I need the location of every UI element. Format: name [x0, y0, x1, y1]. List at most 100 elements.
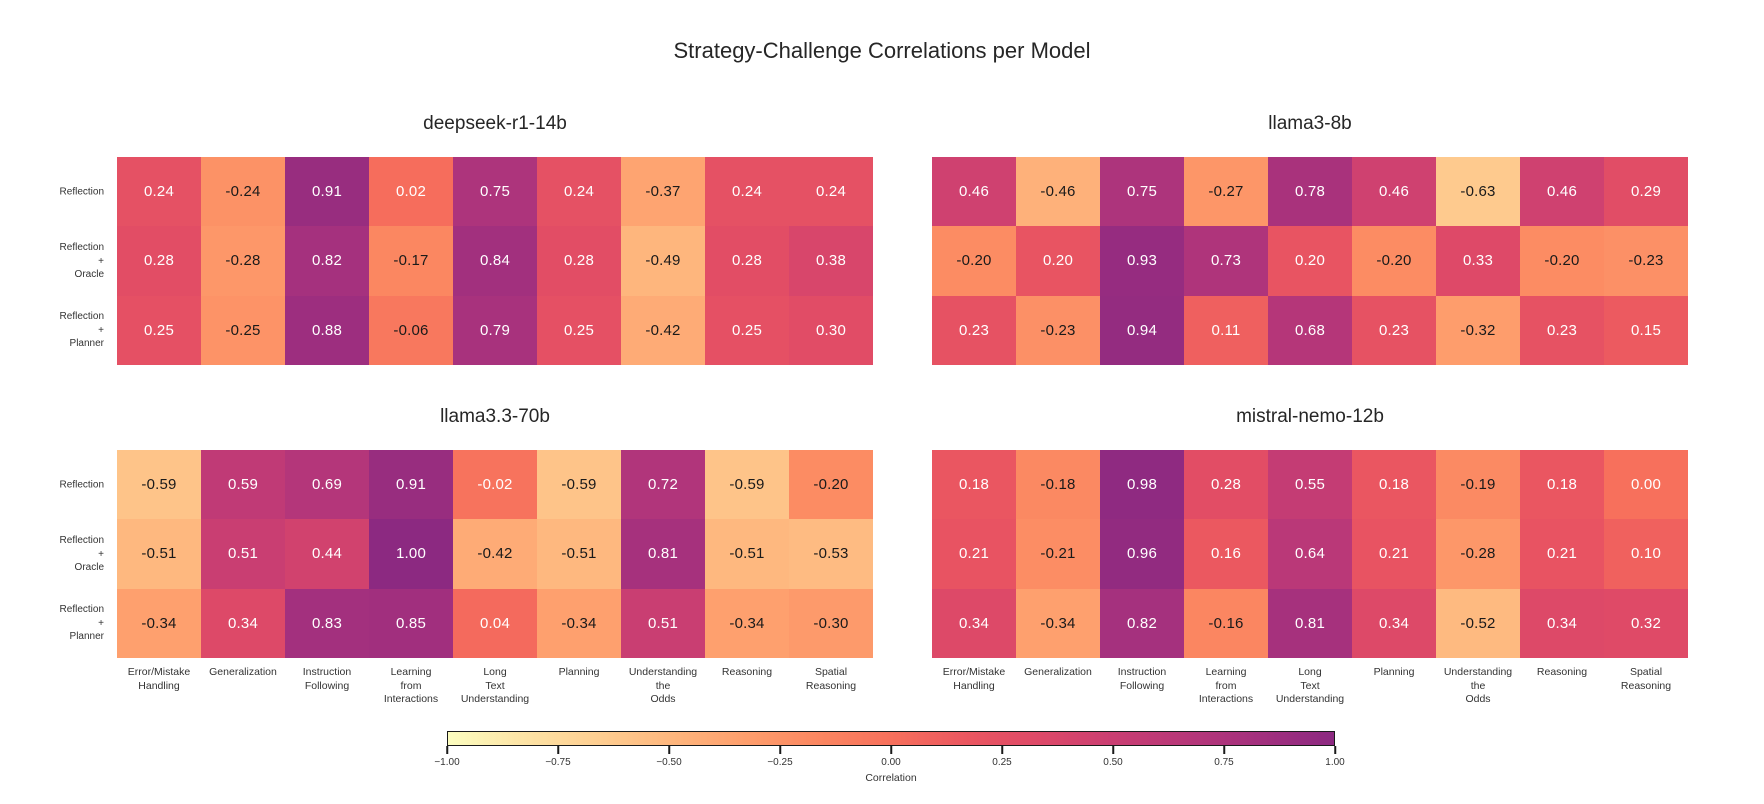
heatmap-cell: 0.29 [1604, 157, 1688, 227]
heatmap-cell: 0.32 [1604, 588, 1688, 658]
heatmap-cell: 0.33 [1436, 226, 1520, 296]
heatmap-cell: -0.53 [789, 519, 873, 589]
colorbar-tick-label: −0.75 [545, 757, 571, 768]
heatmap-cell: 0.84 [453, 226, 537, 296]
heatmap-cell: 0.00 [1604, 450, 1688, 520]
heatmap-cell: 0.59 [201, 450, 285, 520]
panel-title-mistral-nemo-12b: mistral-nemo-12b [1236, 406, 1384, 427]
heatmap-cell: 0.93 [1100, 226, 1184, 296]
y-axis-labels: Reflection Reflection + Oracle Reflectio… [0, 0, 110, 804]
heatmap-cell: -0.23 [1016, 295, 1100, 365]
heatmap-cell: 0.82 [285, 226, 369, 296]
x-axis-label: Learning from Interactions [1198, 666, 1254, 706]
heatmap-cell: 0.94 [1100, 295, 1184, 365]
heatmap-cell: 0.25 [117, 295, 201, 365]
heatmap-cell: 0.21 [1520, 519, 1604, 589]
x-axis-label: Instruction Following [1117, 666, 1167, 692]
heatmap-cell: 0.23 [1352, 295, 1436, 365]
heatmap-cell: 0.34 [201, 588, 285, 658]
y-label-reflection-oracle-top: Reflection + Oracle [59, 241, 104, 280]
heatmap-cell: -0.16 [1184, 588, 1268, 658]
heatmap-cell: 0.69 [285, 450, 369, 520]
heatmap-cell: 0.11 [1184, 295, 1268, 365]
colorbar-tick [557, 746, 559, 754]
heatmap-cell: 0.28 [1184, 450, 1268, 520]
heatmap-cell: 0.96 [1100, 519, 1184, 589]
x-axis-label: Understanding the Odds [1443, 666, 1513, 706]
heatmap-cell: 0.34 [1352, 588, 1436, 658]
heatmap-cell: 0.28 [705, 226, 789, 296]
heatmap-cell: -0.25 [201, 295, 285, 365]
x-axis-label: Spatial Reasoning [805, 666, 857, 692]
heatmap-cell: 0.23 [1520, 295, 1604, 365]
x-axis-label: Instruction Following [302, 666, 352, 692]
heatmap-cell: 0.75 [1100, 157, 1184, 227]
heatmap-cell: 0.81 [1268, 588, 1352, 658]
x-axis-labels-right: Error/Mistake Handling Generalization Inst… [932, 666, 1688, 707]
colorbar-tick-label: 1.00 [1325, 757, 1345, 768]
x-axis-label: Long Text Understanding [460, 666, 530, 706]
x-axis-label: Long Text Understanding [1275, 666, 1345, 706]
colorbar-tick [890, 746, 892, 754]
colorbar-tick-label: 0.75 [1214, 757, 1234, 768]
heatmap-cell: -0.59 [705, 450, 789, 520]
panel-title-llama3-8b: llama3-8b [1268, 113, 1352, 134]
heatmap-cell: 0.83 [285, 588, 369, 658]
panel-title-llama3.3-70b: llama3.3-70b [440, 406, 550, 427]
heatmap-cell: 0.73 [1184, 226, 1268, 296]
colorbar-tick [1334, 746, 1336, 754]
heatmap-cell: 0.15 [1604, 295, 1688, 365]
heatmap-cell: 0.38 [789, 226, 873, 296]
heatmap-cell: 0.18 [932, 450, 1016, 520]
heatmap-cell: -0.37 [621, 157, 705, 227]
heatmap-cell: -0.23 [1604, 226, 1688, 296]
colorbar-tick-label: −0.25 [767, 757, 793, 768]
heatmap-cell: 0.72 [621, 450, 705, 520]
heatmap-cell: 0.20 [1016, 226, 1100, 296]
colorbar-tick-label: −0.50 [656, 757, 682, 768]
heatmap-cell: -0.21 [1016, 519, 1100, 589]
heatmap-cell: 0.85 [369, 588, 453, 658]
heatmap-cell: 0.21 [932, 519, 1016, 589]
heatmap-cell: 0.10 [1604, 519, 1688, 589]
heatmap-cell: 0.24 [789, 157, 873, 227]
colorbar-tick [1112, 746, 1114, 754]
heatmap-cell: 0.34 [932, 588, 1016, 658]
heatmap-cell: -0.42 [621, 295, 705, 365]
heatmap-grid-deepseek-r1-14b: 0.24 -0.24 0.91 0.02 0.75 0.24 -0.37 0.24 0.24 0.… [117, 157, 873, 365]
heatmap-cell: 0.24 [537, 157, 621, 227]
heatmap-cell: -0.51 [117, 519, 201, 589]
figure-title: Strategy-Challenge Correlations per Mode… [673, 38, 1091, 63]
colorbar-tick [779, 746, 781, 754]
heatmap-cell: 0.75 [453, 157, 537, 227]
colorbar-tick [668, 746, 670, 754]
heatmap-cell: 0.20 [1268, 226, 1352, 296]
heatmap-cell: -0.63 [1436, 157, 1520, 227]
heatmap-cell: -0.18 [1016, 450, 1100, 520]
y-label-reflection-oracle-bottom: Reflection + Oracle [59, 534, 104, 573]
heatmap-cell: -0.02 [453, 450, 537, 520]
heatmap-cell: 1.00 [369, 519, 453, 589]
heatmap-cell: -0.20 [1520, 226, 1604, 296]
heatmap-cell: 0.88 [285, 295, 369, 365]
heatmap-cell: 0.91 [369, 450, 453, 520]
heatmap-cell: 0.82 [1100, 588, 1184, 658]
heatmap-cell: -0.49 [621, 226, 705, 296]
x-axis-label: Spatial Reasoning [1620, 666, 1672, 692]
heatmap-cell: -0.32 [1436, 295, 1520, 365]
heatmap-cell: 0.02 [369, 157, 453, 227]
colorbar [447, 731, 1335, 746]
heatmap-cell: 0.78 [1268, 157, 1352, 227]
heatmap-cell: -0.20 [932, 226, 1016, 296]
y-label-reflection-planner-top: Reflection + Planner [59, 310, 104, 349]
heatmap-cell: 0.46 [1520, 157, 1604, 227]
panel-title-deepseek-r1-14b: deepseek-r1-14b [423, 113, 567, 134]
heatmap-cell: -0.51 [537, 519, 621, 589]
x-axis-label: Understanding the Odds [628, 666, 698, 706]
heatmap-cell: -0.30 [789, 588, 873, 658]
x-axis-label: Error/Mistake Handling [942, 666, 1006, 692]
heatmap-cell: 0.28 [537, 226, 621, 296]
colorbar-axis-label: Correlation [865, 772, 917, 784]
x-axis-label: Generalization [209, 666, 277, 678]
